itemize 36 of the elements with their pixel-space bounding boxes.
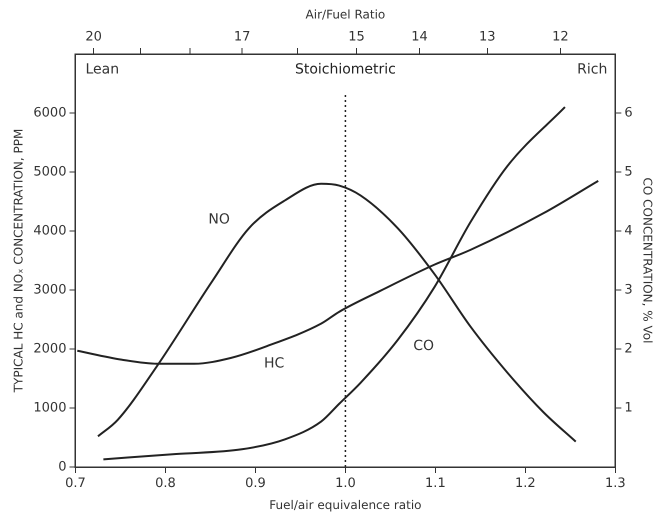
ref-line-label: Stoichiometric <box>294 62 396 78</box>
x-tick-label: 0.7 <box>65 476 86 492</box>
x2-tick-label: 17 <box>234 30 250 45</box>
y2-axis-title: CO CONCENTRATION, % Vol <box>640 178 655 344</box>
x2-tick-label: 20 <box>85 30 102 45</box>
x2-tick-label: 15 <box>348 30 365 45</box>
x2-tick-label: 14 <box>411 30 428 45</box>
annotation: Rich <box>577 62 608 78</box>
series-label: CO <box>413 338 434 354</box>
y-axis-title: TYPICAL HC and NOₓ CONCENTRATION, PPM <box>11 128 26 394</box>
y-tick-label: 4000 <box>33 223 66 238</box>
y2-tick-label: 1 <box>624 400 633 416</box>
x-tick-label: 1.2 <box>515 476 536 492</box>
y-tick-label: 2000 <box>33 341 66 356</box>
x-tick-label: 0.8 <box>155 476 176 492</box>
series-label: HC <box>264 356 284 372</box>
x2-axis-title: Air/Fuel Ratio <box>306 7 386 22</box>
y-tick-label: 3000 <box>33 282 66 298</box>
x2-tick-label: 12 <box>552 30 569 45</box>
y-tick-label: 0 <box>58 459 66 474</box>
y2-tick-label: 3 <box>624 282 633 298</box>
y2-tick-label: 2 <box>624 341 633 356</box>
y2-tick-label: 5 <box>624 164 633 180</box>
x2-tick-label: 13 <box>478 30 496 45</box>
x-tick-label: 1.0 <box>335 476 356 492</box>
x-tick-label: 0.9 <box>245 476 266 492</box>
y-tick-label: 1000 <box>33 400 66 416</box>
y-tick-label: 5000 <box>33 164 66 180</box>
annotation: Lean <box>85 62 120 78</box>
y-tick-label: 6000 <box>33 105 66 120</box>
y2-tick-label: 4 <box>624 223 633 238</box>
x-axis-title: Fuel/air equivalence ratio <box>269 498 422 512</box>
y2-tick-label: 6 <box>624 105 633 120</box>
x-tick-label: 1.3 <box>604 476 626 492</box>
series-label: NO <box>208 212 230 228</box>
x-tick-label: 1.1 <box>425 476 446 492</box>
